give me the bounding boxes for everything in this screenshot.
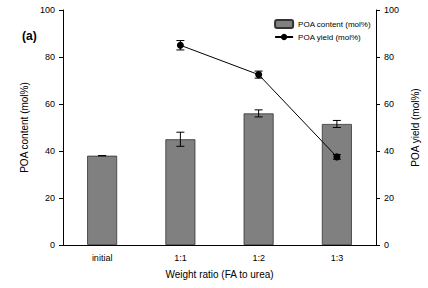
svg-text:60: 60 — [384, 99, 394, 109]
svg-text:0: 0 — [50, 240, 55, 250]
svg-text:0: 0 — [384, 240, 389, 250]
svg-text:40: 40 — [384, 146, 394, 156]
svg-text:initial: initial — [92, 253, 113, 263]
svg-text:POA yield (mol%): POA yield (mol%) — [410, 88, 421, 166]
svg-text:1:3: 1:3 — [331, 253, 344, 263]
svg-text:Weight ratio (FA to urea): Weight ratio (FA to urea) — [165, 269, 273, 280]
svg-text:POA content (mol%): POA content (mol%) — [19, 82, 30, 173]
svg-text:1:2: 1:2 — [252, 253, 265, 263]
svg-text:POA content (mol%): POA content (mol%) — [298, 20, 371, 29]
svg-text:100: 100 — [40, 5, 55, 15]
svg-text:20: 20 — [45, 193, 55, 203]
svg-text:60: 60 — [45, 99, 55, 109]
svg-text:20: 20 — [384, 193, 394, 203]
svg-text:40: 40 — [45, 146, 55, 156]
svg-text:80: 80 — [45, 52, 55, 62]
svg-text:(a): (a) — [22, 29, 37, 43]
svg-text:100: 100 — [384, 5, 399, 15]
svg-text:80: 80 — [384, 52, 394, 62]
svg-text:1:1: 1:1 — [174, 253, 187, 263]
svg-text:POA yield (mol%): POA yield (mol%) — [298, 33, 361, 42]
